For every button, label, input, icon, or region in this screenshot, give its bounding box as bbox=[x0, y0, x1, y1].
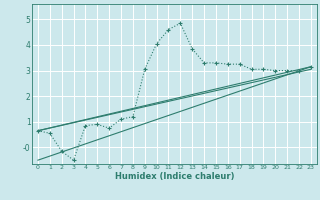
X-axis label: Humidex (Indice chaleur): Humidex (Indice chaleur) bbox=[115, 172, 234, 181]
